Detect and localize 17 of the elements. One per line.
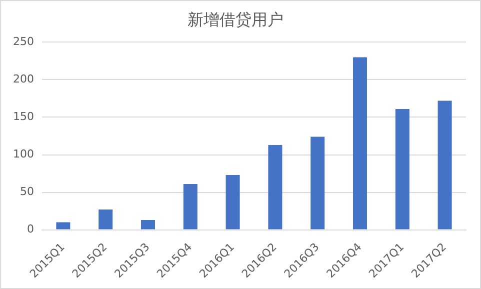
y-tick-label: 250: [12, 35, 34, 48]
bar: [353, 57, 367, 230]
bar: [56, 222, 70, 230]
bar: [438, 100, 452, 230]
chart-title: 新增借贷用户: [188, 10, 284, 29]
bar: [268, 145, 282, 230]
bar: [310, 136, 325, 230]
bar: [395, 108, 410, 230]
bar: [226, 175, 240, 230]
y-tick-label: 50: [20, 185, 34, 198]
y-tick-label: 0: [26, 222, 34, 236]
bar: [98, 210, 113, 230]
bar: [141, 220, 155, 230]
bar: [183, 184, 198, 230]
y-tick-label: 200: [12, 72, 34, 86]
y-tick-label: 100: [12, 148, 34, 161]
y-tick-label: 150: [12, 110, 34, 124]
